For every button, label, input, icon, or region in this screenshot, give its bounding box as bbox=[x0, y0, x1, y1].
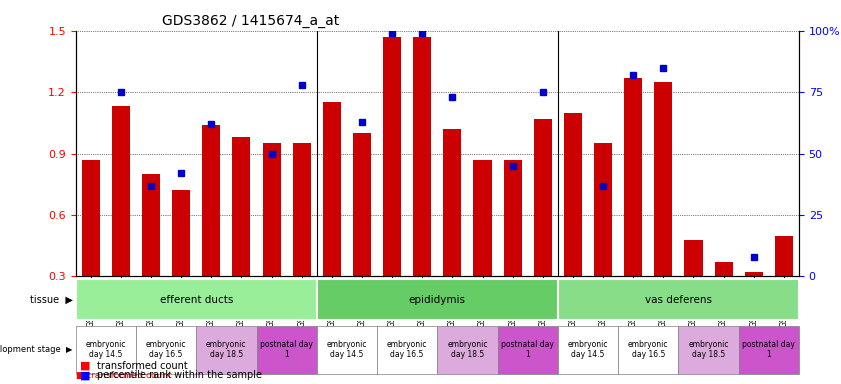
Bar bbox=[383, 37, 401, 276]
Text: percentile rank within the sample: percentile rank within the sample bbox=[97, 370, 262, 380]
Text: embryonic
day 14.5: embryonic day 14.5 bbox=[326, 340, 368, 359]
FancyBboxPatch shape bbox=[738, 326, 799, 374]
FancyBboxPatch shape bbox=[498, 326, 558, 374]
FancyBboxPatch shape bbox=[558, 326, 618, 374]
Text: embryonic
day 16.5: embryonic day 16.5 bbox=[628, 340, 669, 359]
Text: efferent ducts: efferent ducts bbox=[160, 295, 233, 305]
Text: transformed count: transformed count bbox=[97, 361, 188, 371]
FancyBboxPatch shape bbox=[558, 279, 799, 320]
Bar bbox=[594, 143, 612, 276]
Text: postnatal day
1: postnatal day 1 bbox=[260, 340, 313, 359]
Bar bbox=[112, 106, 130, 276]
Bar bbox=[172, 190, 190, 276]
Text: ■ transformed count: ■ transformed count bbox=[76, 371, 172, 380]
Text: ■: ■ bbox=[80, 370, 90, 380]
FancyBboxPatch shape bbox=[76, 326, 136, 374]
Text: ■: ■ bbox=[80, 361, 90, 371]
Bar bbox=[563, 113, 582, 276]
Bar bbox=[232, 137, 251, 276]
Bar bbox=[775, 235, 793, 276]
Text: epididymis: epididymis bbox=[409, 295, 466, 305]
Bar bbox=[504, 160, 521, 276]
Bar bbox=[715, 262, 733, 276]
Text: embryonic
day 16.5: embryonic day 16.5 bbox=[387, 340, 427, 359]
FancyBboxPatch shape bbox=[257, 326, 317, 374]
FancyBboxPatch shape bbox=[437, 326, 498, 374]
Text: postnatal day
1: postnatal day 1 bbox=[743, 340, 796, 359]
FancyBboxPatch shape bbox=[377, 326, 437, 374]
FancyBboxPatch shape bbox=[317, 279, 558, 320]
Text: GDS3862 / 1415674_a_at: GDS3862 / 1415674_a_at bbox=[162, 14, 340, 28]
Text: embryonic
day 18.5: embryonic day 18.5 bbox=[447, 340, 488, 359]
Bar bbox=[473, 160, 491, 276]
Bar bbox=[353, 133, 371, 276]
Bar bbox=[142, 174, 160, 276]
Bar bbox=[413, 37, 431, 276]
Bar bbox=[534, 119, 552, 276]
Bar bbox=[293, 143, 311, 276]
Text: embryonic
day 18.5: embryonic day 18.5 bbox=[206, 340, 246, 359]
Text: tissue  ▶: tissue ▶ bbox=[29, 295, 72, 305]
Text: embryonic
day 16.5: embryonic day 16.5 bbox=[145, 340, 187, 359]
Bar bbox=[654, 82, 673, 276]
Bar bbox=[82, 160, 100, 276]
FancyBboxPatch shape bbox=[196, 326, 257, 374]
FancyBboxPatch shape bbox=[618, 326, 679, 374]
FancyBboxPatch shape bbox=[136, 326, 196, 374]
Bar bbox=[624, 78, 643, 276]
FancyBboxPatch shape bbox=[679, 326, 738, 374]
Text: embryonic
day 14.5: embryonic day 14.5 bbox=[86, 340, 126, 359]
Text: embryonic
day 14.5: embryonic day 14.5 bbox=[568, 340, 608, 359]
Bar bbox=[685, 240, 702, 276]
Text: embryonic
day 18.5: embryonic day 18.5 bbox=[688, 340, 729, 359]
Text: postnatal day
1: postnatal day 1 bbox=[501, 340, 554, 359]
Bar bbox=[443, 129, 462, 276]
FancyBboxPatch shape bbox=[317, 326, 377, 374]
Text: development stage  ▶: development stage ▶ bbox=[0, 345, 72, 354]
Bar bbox=[202, 125, 220, 276]
Bar bbox=[323, 103, 341, 276]
Text: vas deferens: vas deferens bbox=[645, 295, 712, 305]
Bar bbox=[744, 272, 763, 276]
Bar bbox=[262, 143, 281, 276]
FancyBboxPatch shape bbox=[76, 279, 317, 320]
